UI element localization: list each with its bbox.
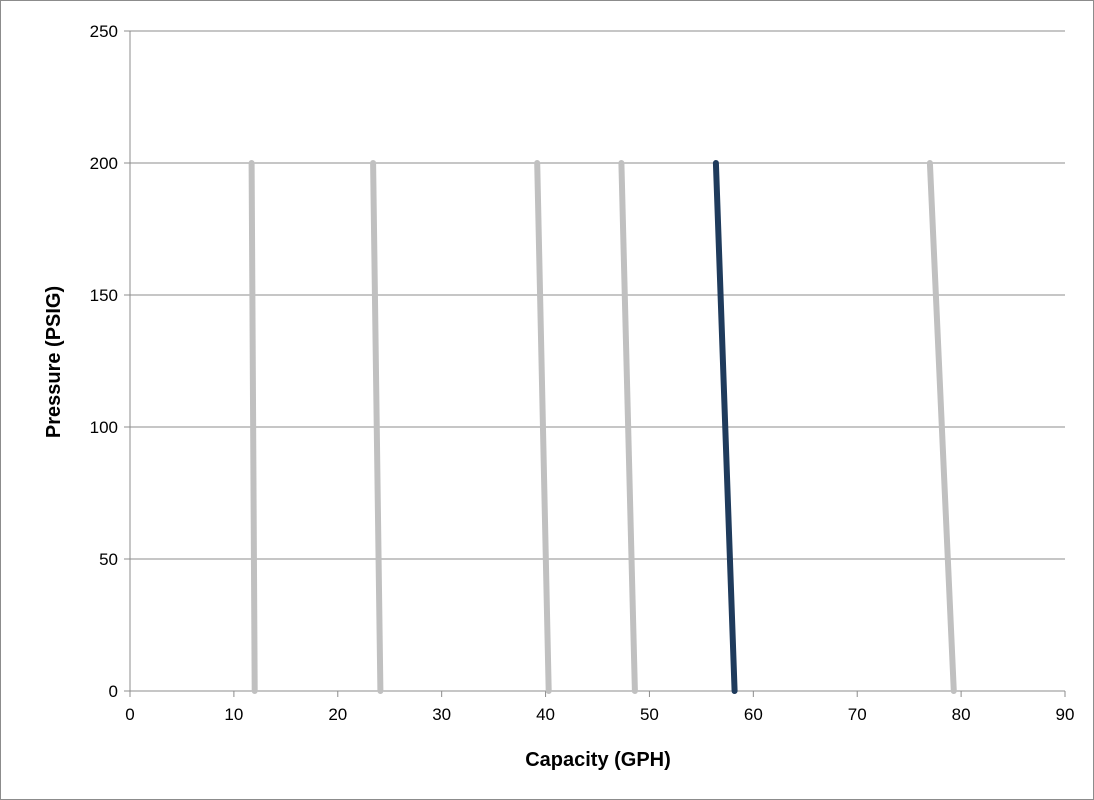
x-tick-label: 90: [1056, 705, 1075, 724]
y-tick-label: 100: [90, 418, 118, 437]
x-tick-label: 0: [125, 705, 134, 724]
tick-labels: 0 50 100 150 200 250 0 10 20 30 40 50 60 70 80 90: [90, 22, 1075, 724]
y-tick-label: 250: [90, 22, 118, 41]
x-tick-label: 80: [952, 705, 971, 724]
axes: [124, 30, 1066, 697]
x-tick-label: 20: [328, 705, 347, 724]
x-axis-title: Capacity (GPH): [525, 749, 671, 771]
series-line-1: [248, 160, 258, 694]
gridlines: [130, 30, 1065, 560]
y-tick-label: 50: [99, 550, 118, 569]
x-tick-label: 30: [432, 705, 451, 724]
x-tick-label: 40: [536, 705, 555, 724]
series-line-5: [712, 160, 738, 694]
x-tick-label: 70: [848, 705, 867, 724]
data-series: [248, 160, 957, 694]
series-line-6: [926, 160, 957, 694]
x-tick-label: 60: [744, 705, 763, 724]
y-tick-label: 150: [90, 286, 118, 305]
y-tick-label: 200: [90, 154, 118, 173]
x-tick-label: 50: [640, 705, 659, 724]
series-line-3: [534, 160, 552, 694]
y-axis-title: Pressure (PSIG): [43, 286, 65, 438]
series-line-2: [370, 160, 384, 694]
series-line-4: [618, 160, 638, 694]
y-tick-label: 0: [109, 682, 118, 701]
x-tick-label: 10: [224, 705, 243, 724]
